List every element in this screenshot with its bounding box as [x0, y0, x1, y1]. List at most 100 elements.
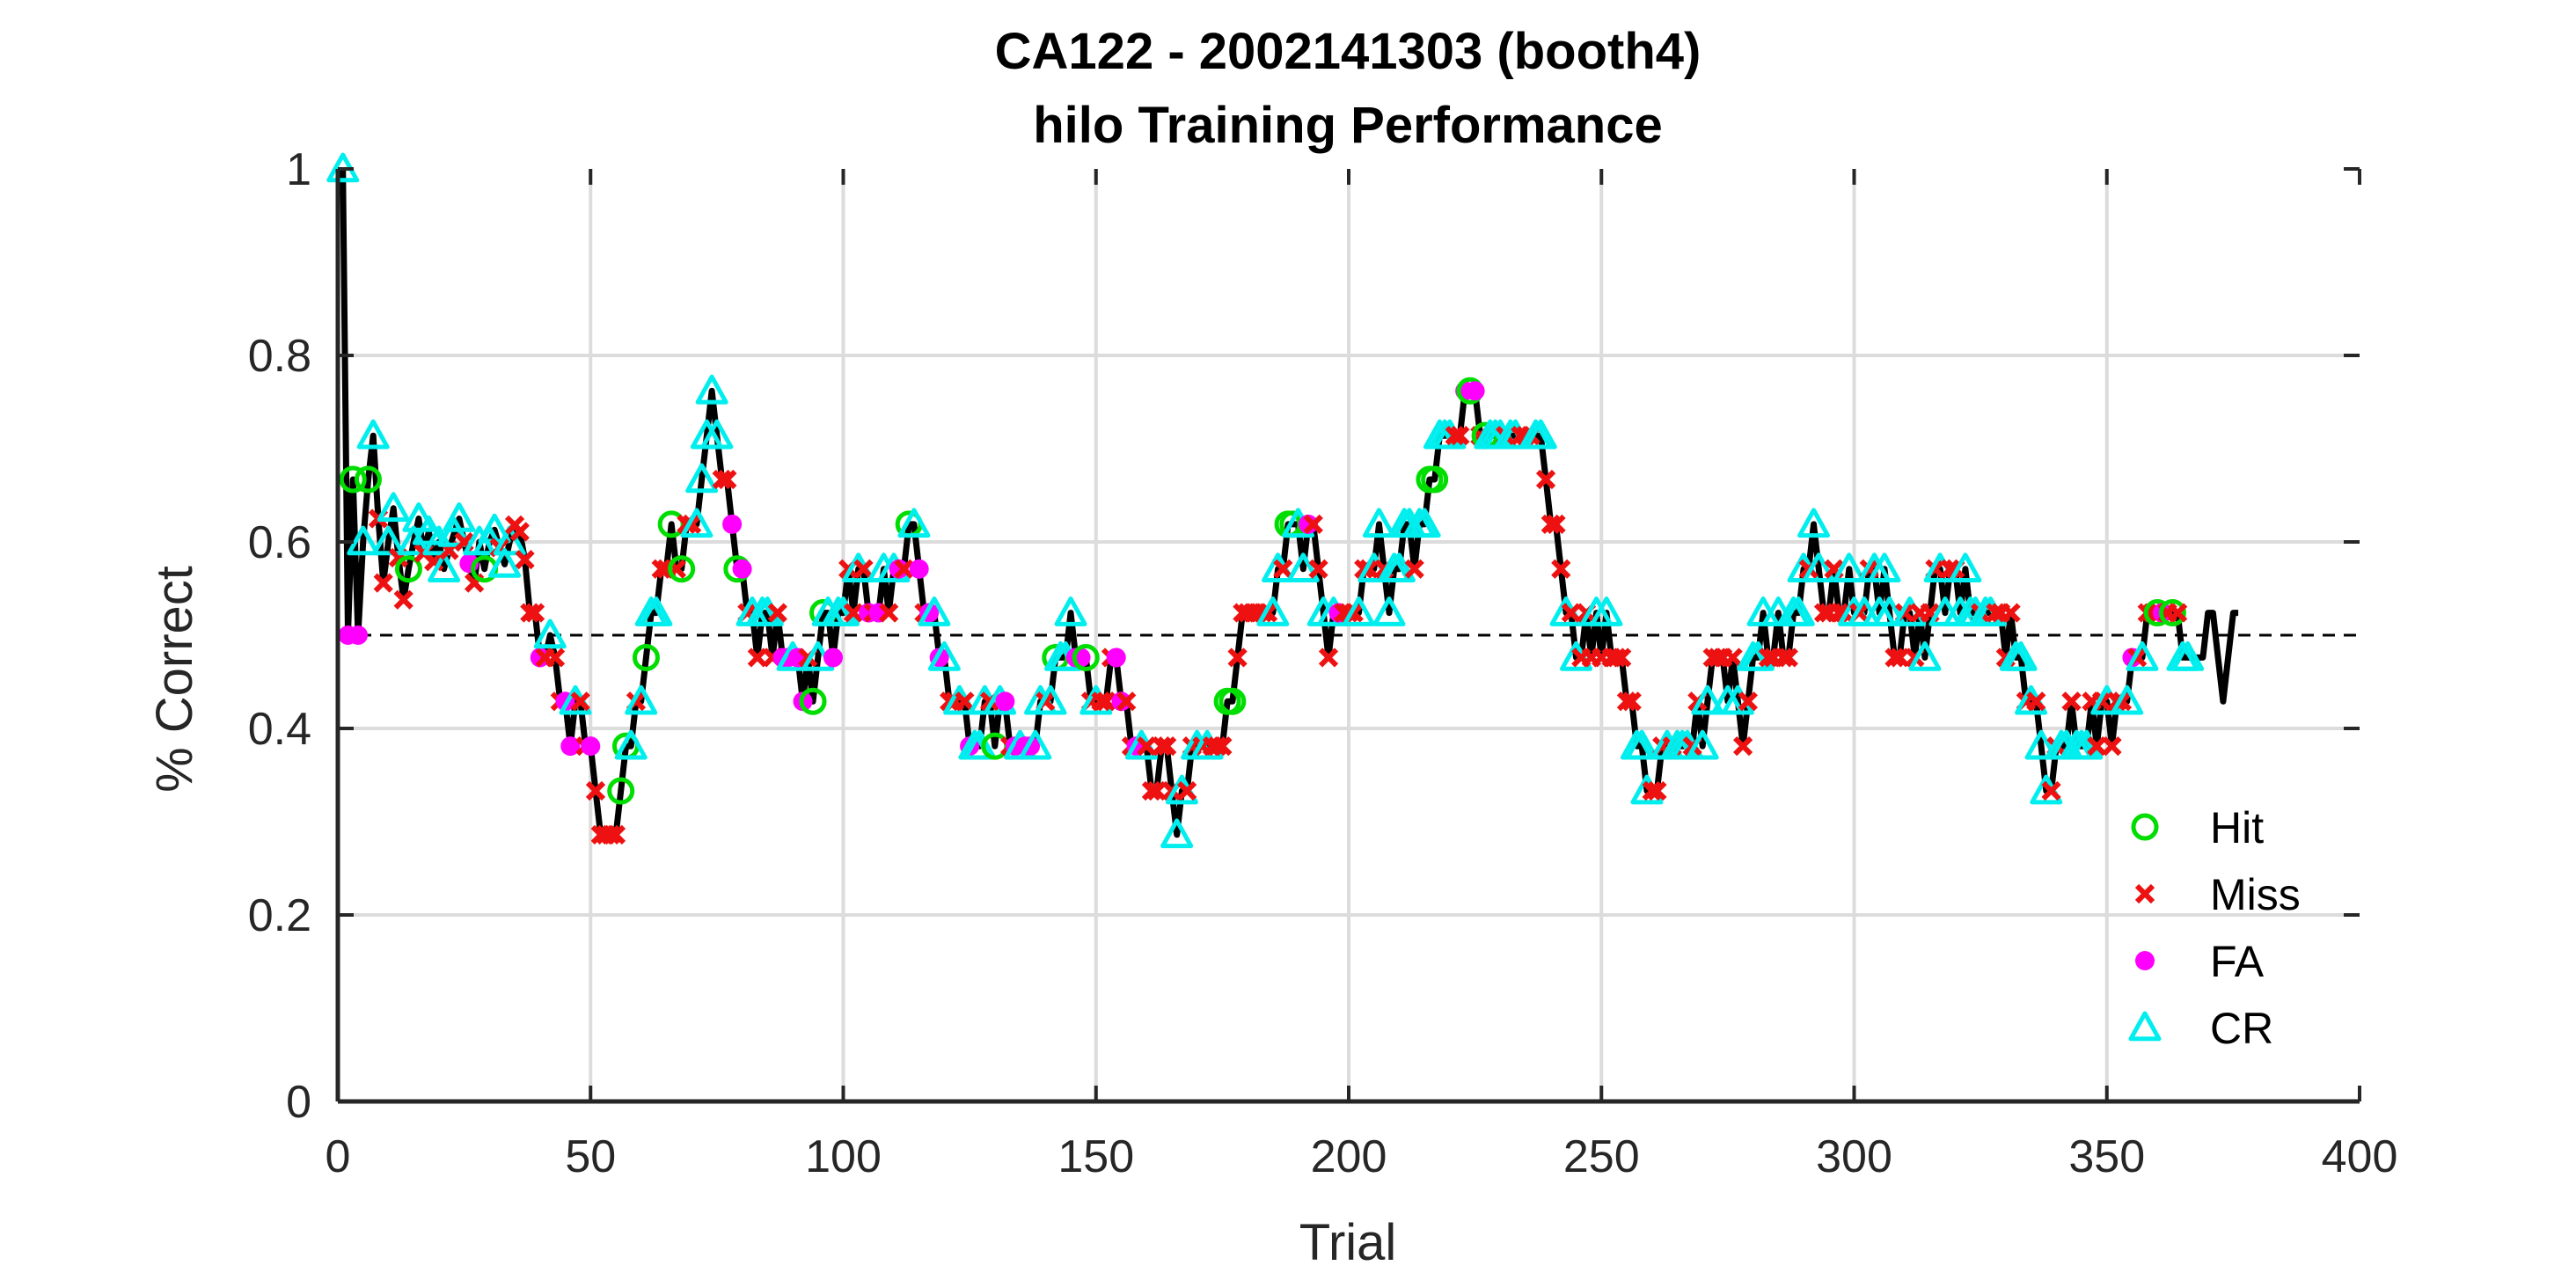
- fa-marker: [1465, 381, 1485, 401]
- cr-marker: [377, 492, 410, 523]
- miss-marker-stroke: [955, 691, 975, 712]
- cr-marker: [1524, 419, 1557, 450]
- cr-marker: [1908, 640, 1942, 671]
- miss-marker-stroke: [1773, 647, 1794, 668]
- hit-marker: [1218, 687, 1247, 715]
- cr-marker: [443, 502, 476, 532]
- miss-marker: [1404, 559, 1424, 579]
- fa-marker: [581, 736, 601, 757]
- miss-marker: [1227, 647, 1248, 668]
- miss-marker-stroke: [2102, 736, 2122, 757]
- legend-label: FA: [2210, 937, 2265, 986]
- miss-marker: [1884, 647, 1905, 668]
- cr-marker: [356, 419, 390, 450]
- miss-marker-stroke: [1723, 647, 1743, 668]
- cr-marker: [371, 525, 405, 556]
- cr-marker: [1019, 729, 1052, 760]
- miss-marker-stroke: [2061, 691, 2082, 712]
- miss-marker-stroke: [2041, 780, 2061, 801]
- miss-marker: [373, 573, 393, 593]
- fa-marker: [560, 736, 581, 757]
- miss-marker-stroke: [1116, 691, 1137, 712]
- hit-marker: [668, 555, 696, 583]
- miss-marker-stroke: [1177, 780, 1197, 801]
- legend-hit-marker: [2131, 813, 2159, 841]
- fa-marker: [889, 559, 909, 579]
- miss-marker: [1986, 603, 2006, 623]
- cr-marker: [533, 618, 567, 649]
- legend-label: Hit: [2210, 803, 2264, 852]
- miss-marker-stroke: [2134, 883, 2155, 904]
- fa-marker: [732, 559, 752, 579]
- miss-marker: [1612, 647, 1632, 668]
- miss-marker: [1642, 780, 1662, 801]
- miss-marker-stroke: [1616, 691, 1637, 712]
- x-axis-label: Trial: [1299, 1214, 1397, 1271]
- legend-miss-marker: [2134, 883, 2155, 904]
- tick-labels: 0 50 100 150 200 250 300 350 400 0 0.2 0.4 0.6 0.8 1: [248, 144, 2398, 1182]
- miss-marker: [1141, 780, 1162, 801]
- miss-marker: [520, 603, 540, 623]
- miss-marker-stroke: [1450, 426, 1470, 446]
- miss-marker: [955, 691, 975, 712]
- miss-marker: [1273, 559, 1293, 579]
- y-tick-label: 0.4: [248, 704, 311, 755]
- miss-marker: [2041, 780, 2061, 801]
- miss-marker-stroke: [454, 531, 474, 552]
- miss-marker: [1152, 736, 1172, 757]
- miss-marker-stroke: [570, 691, 590, 712]
- cr-marker: [927, 640, 961, 671]
- x-tick-label: 150: [1057, 1131, 1134, 1182]
- miss-marker: [1647, 780, 1667, 801]
- miss-marker: [601, 824, 621, 845]
- legend-item-miss: Miss: [2134, 870, 2301, 919]
- fa-marker: [348, 626, 368, 645]
- cr-marker: [963, 729, 997, 760]
- cr-marker: [897, 508, 931, 538]
- cr-marker: [640, 596, 673, 626]
- miss-marker: [767, 603, 787, 623]
- cr-marker: [1797, 508, 1831, 538]
- miss-marker-stroke: [373, 573, 393, 593]
- miss-marker-stroke: [509, 522, 530, 542]
- x-tick-label: 300: [1816, 1131, 1892, 1182]
- cr-marker: [422, 525, 456, 556]
- miss-marker-stroke: [545, 647, 566, 668]
- cr-marker: [1362, 508, 1395, 538]
- miss-marker: [1890, 647, 1910, 668]
- miss-marker: [509, 522, 530, 542]
- cr-marker: [1342, 596, 1375, 626]
- miss-marker-stroke: [1920, 603, 1940, 623]
- miss-marker-stroke: [1778, 647, 1798, 668]
- miss-marker-stroke: [1813, 603, 1834, 623]
- miss-marker-stroke: [1551, 559, 1571, 579]
- miss-marker-stroke: [1732, 736, 1753, 757]
- miss-marker: [1778, 647, 1798, 668]
- miss-marker-stroke: [1642, 780, 1662, 801]
- miss-marker: [853, 559, 874, 579]
- miss-marker-stroke: [767, 603, 787, 623]
- miss-marker: [393, 589, 413, 610]
- miss-marker-stroke: [524, 603, 545, 623]
- legend-fa-marker: [2135, 951, 2155, 970]
- miss-marker-stroke: [2026, 691, 2046, 712]
- cr-marker: [1686, 729, 1719, 760]
- miss-marker: [1212, 736, 1233, 757]
- miss-marker: [1773, 647, 1794, 668]
- miss-marker-stroke: [1738, 691, 1758, 712]
- cr-marker: [1372, 596, 1406, 626]
- hit-marker: [607, 777, 635, 805]
- grid: [338, 169, 2360, 1101]
- miss-marker-stroke: [515, 550, 535, 570]
- miss-marker-stroke: [894, 559, 914, 579]
- fa-marker: [909, 559, 929, 579]
- miss-marker-stroke: [1884, 647, 1905, 668]
- cr-marker: [402, 502, 435, 532]
- miss-marker: [1561, 603, 1581, 623]
- cr-marker: [695, 374, 728, 405]
- miss-marker: [1813, 603, 1834, 623]
- miss-marker-stroke: [843, 603, 864, 623]
- fa-marker: [995, 691, 1015, 712]
- cr-marker: [918, 596, 951, 626]
